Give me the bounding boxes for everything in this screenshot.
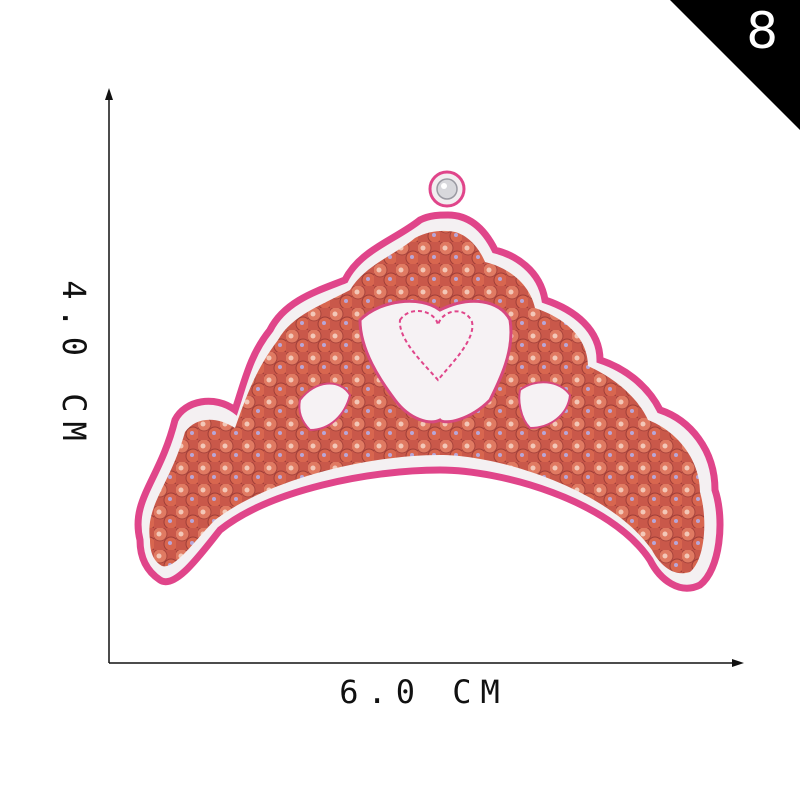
width-dimension-label: 6.0 CM bbox=[339, 673, 509, 711]
heart-icon bbox=[398, 310, 474, 382]
height-arrow-icon bbox=[105, 88, 113, 100]
crown-left-panel bbox=[298, 382, 352, 432]
width-arrow-icon bbox=[732, 659, 744, 667]
rhinestone-icon bbox=[436, 178, 458, 200]
corner-badge bbox=[670, 0, 800, 130]
crown-center-panel bbox=[358, 299, 513, 424]
variant-number: 8 bbox=[746, 2, 778, 60]
crown-right-panel bbox=[518, 381, 572, 430]
